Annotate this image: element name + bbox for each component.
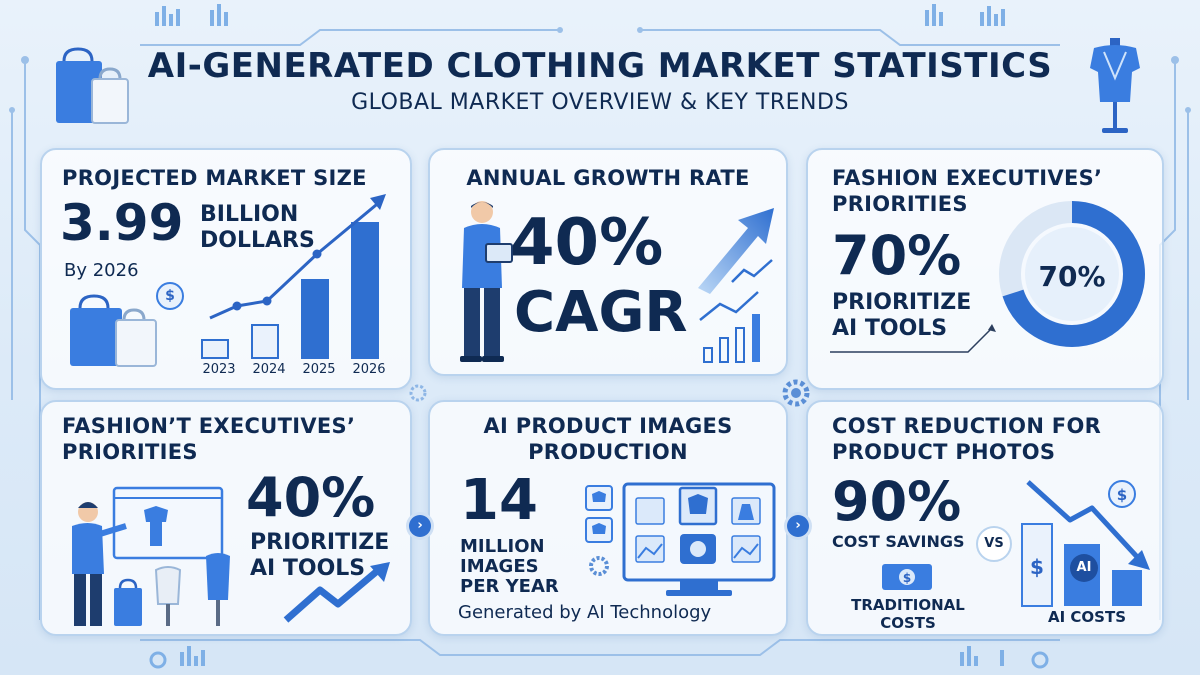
- panel-title-line-2: PRODUCTION: [528, 440, 688, 464]
- ai-costs-label: AI COSTS: [1047, 608, 1126, 626]
- market-bar-2025: [301, 279, 329, 359]
- market-bar-2023: [201, 339, 229, 359]
- ring-fill: [999, 201, 1145, 347]
- growth-arrow-icon: [698, 208, 774, 363]
- panel-exec-priorities-40: FASHION’T EXECUTIVES’ PRIORITIES 40% PRI…: [40, 400, 412, 636]
- page-title: AI-GENERATED CLOTHING MARKET STATISTICS: [147, 46, 1053, 86]
- market-bar-2026: [351, 222, 379, 359]
- images-label-3: PER YEAR: [460, 576, 559, 597]
- next-arrow-icon-2[interactable]: ›: [787, 515, 809, 537]
- cash-icon: $: [882, 564, 932, 590]
- year-label-2023: 2023: [202, 362, 236, 377]
- panel-title-line-1: FASHION’T EXECUTIVES’: [62, 414, 356, 438]
- next-arrow-icon[interactable]: ›: [409, 515, 431, 537]
- traditional-costs-label-2: COSTS: [880, 614, 936, 632]
- trend-up-arrow-icon: [283, 562, 390, 623]
- market-size-unit-2: DOLLARS: [200, 228, 315, 253]
- trend-arrowhead: [370, 194, 386, 210]
- trend-point: [262, 296, 272, 306]
- images-footnote: Generated by AI Technology: [458, 602, 712, 623]
- ring-label: 70%: [1038, 260, 1106, 293]
- year-label-2024: 2024: [252, 362, 286, 377]
- exec-70-label-1: PRIORITIZE: [832, 290, 972, 315]
- growth-rate-label: CAGR: [514, 280, 688, 345]
- mannequin-icon: [1090, 38, 1140, 133]
- svg-text:$: $: [903, 571, 911, 585]
- panel-title-line-2: PRIORITIES: [62, 440, 198, 464]
- market-size-date: By 2026: [64, 260, 139, 281]
- page-subtitle: GLOBAL MARKET OVERVIEW & KEY TRENDS: [351, 90, 849, 115]
- bags-icon: [70, 294, 157, 367]
- exec-40-label-1: PRIORITIZE: [250, 530, 390, 555]
- market-size-value: 3.99: [60, 194, 184, 252]
- trend-point: [312, 249, 322, 259]
- svg-text:$: $: [1117, 486, 1127, 504]
- mini-bars-icon: [155, 4, 1005, 666]
- images-value: 14: [460, 468, 538, 533]
- images-label-1: MILLION: [460, 536, 545, 557]
- year-label-2026: 2026: [352, 362, 386, 377]
- panel-title: PROJECTED MARKET SIZE: [62, 166, 367, 190]
- designer-with-mannequins-icon: [72, 486, 230, 626]
- year-label-2025: 2025: [302, 362, 336, 377]
- images-label-2: IMAGES: [460, 556, 539, 577]
- person-with-tablet-icon: [460, 201, 513, 362]
- exec-40-label-2: AI TOOLS: [250, 556, 366, 581]
- panel-growth-rate: ANNUAL GROWTH RATE 40% CAGR: [428, 148, 788, 376]
- panel-exec-priorities-70: FASHION EXECUTIVES’ PRIORITIES 70% PRIOR…: [806, 148, 1164, 390]
- panel-title-line-1: AI PRODUCT IMAGES: [483, 414, 733, 438]
- panel-title-line-1: FASHION EXECUTIVES’: [832, 166, 1103, 190]
- dollar-bubble-icon: $: [156, 282, 184, 310]
- panel-title-line-2: PRODUCT PHOTOS: [832, 440, 1056, 464]
- svg-text:$: $: [1030, 555, 1044, 579]
- panel-market-size: PROJECTED MARKET SIZE 3.99 BILLION DOLLA…: [40, 148, 412, 390]
- monitor-gallery-icon: [585, 482, 776, 596]
- market-size-unit-1: BILLION: [200, 202, 299, 227]
- exec-70-label-2: AI TOOLS: [832, 316, 948, 341]
- market-growth-chart: [201, 194, 386, 359]
- cost-savings-value: 90%: [832, 470, 962, 533]
- panel-title-line-1: COST REDUCTION FOR: [832, 414, 1102, 438]
- traditional-costs-label-1: TRADITIONAL: [851, 596, 965, 614]
- gear-icon: [782, 379, 810, 407]
- vs-badge: VS: [976, 526, 1012, 562]
- pointer-arrow-icon: [830, 324, 996, 353]
- small-gear-icon: [589, 556, 609, 576]
- cost-drop-chart: $ $: [1021, 480, 1150, 607]
- panel-title-line-2: PRIORITIES: [832, 192, 968, 216]
- priority-ring-chart: [999, 201, 1145, 347]
- gear-small-icon: [409, 384, 427, 402]
- panel-image-production: AI PRODUCT IMAGES PRODUCTION 14 MILLION …: [428, 400, 788, 636]
- exec-40-value: 40%: [246, 466, 376, 529]
- shopping-bags-icon: [56, 47, 129, 124]
- ring-center: [1025, 227, 1119, 321]
- panel-cost-reduction: COST REDUCTION FOR PRODUCT PHOTOS 90% CO…: [806, 400, 1164, 636]
- growth-rate-value: 40%: [510, 206, 664, 280]
- trend-point: [232, 301, 242, 311]
- panel-title: ANNUAL GROWTH RATE: [466, 166, 750, 190]
- market-bar-2024: [251, 324, 279, 359]
- exec-70-value: 70%: [832, 224, 962, 287]
- ai-chip-icon: AI: [1070, 554, 1098, 582]
- cost-savings-label: COST SAVINGS: [832, 532, 965, 551]
